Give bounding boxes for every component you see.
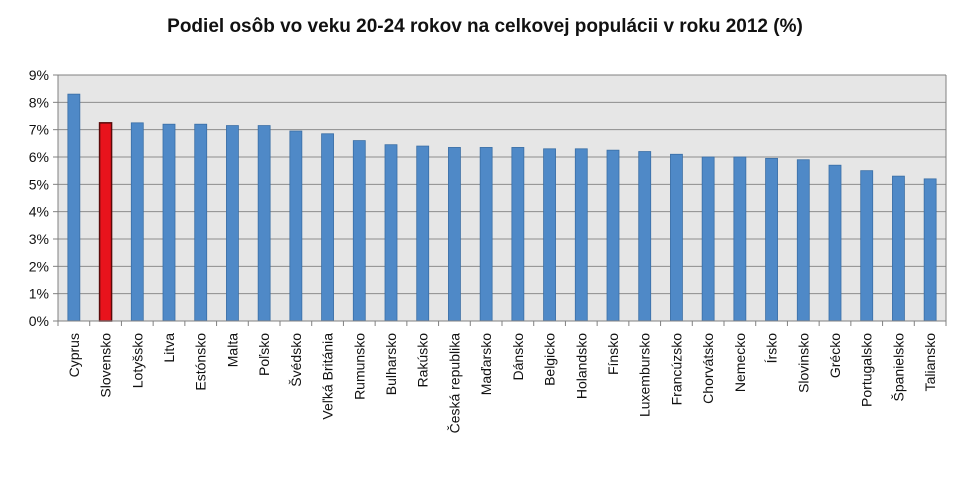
axes [53, 74, 947, 326]
bar-slovinsko [796, 159, 810, 322]
bar-veľká-británia [321, 133, 334, 322]
x-category-label: Lotyšsko [129, 333, 145, 388]
x-category-label: Francúzsko [668, 333, 684, 406]
bar-grécko [828, 164, 842, 322]
y-tick-label: 6% [29, 149, 49, 165]
x-category-label: Litva [161, 333, 177, 363]
bar-dánsko [511, 147, 525, 322]
x-category-label: Španielsko [890, 333, 906, 402]
y-tick-label: 1% [29, 286, 49, 302]
bar-španielsko [892, 175, 905, 322]
bar-česká-republika [448, 147, 461, 322]
x-category-label: Maďarsko [478, 333, 494, 396]
x-category-label: Švédsko [288, 333, 304, 387]
bar-fínsko [606, 149, 620, 322]
x-category-label: Malta [224, 333, 240, 367]
x-category-label: Írsko [764, 333, 780, 364]
bar-slovensko [98, 122, 113, 322]
x-category-label: Slovinsko [795, 333, 811, 393]
x-category-label: Slovensko [98, 333, 114, 398]
x-category-label: Estónsko [193, 333, 209, 391]
x-category-label: Bulharsko [383, 333, 399, 395]
x-category-label: Česká republika [446, 333, 462, 434]
y-tick-label: 2% [29, 258, 49, 274]
bar-írsko [765, 157, 778, 322]
plot-area [58, 75, 946, 321]
plot-background [58, 75, 946, 321]
bar-švédsko [289, 130, 303, 322]
y-tick-label: 8% [29, 94, 49, 110]
x-category-label: Luxembursko [637, 333, 653, 417]
x-category-label: Belgicko [542, 333, 558, 386]
bar-rakúsko [416, 145, 430, 322]
bar-cyprus [67, 93, 81, 322]
bar-bulharsko [384, 144, 398, 322]
bar-malta [226, 125, 239, 322]
bar-belgicko [543, 148, 556, 322]
x-category-label: Rakúsko [415, 333, 431, 388]
x-category-label: Portugalsko [859, 333, 875, 407]
bar-lotyšsko [130, 122, 144, 322]
bar-rumunsko [352, 140, 366, 322]
y-tick-label: 9% [29, 67, 49, 83]
bar-holandsko [574, 148, 588, 322]
y-tick-label: 0% [29, 313, 49, 329]
x-category-label: Nemecko [732, 333, 748, 392]
x-category-label: Dánsko [510, 333, 526, 381]
labels: 0% 1% 2% 3% 4% 5% 6% 7% 8% 9% Cyprus Slovensko Lotyš… [29, 67, 938, 433]
bar-nemecko [733, 156, 747, 322]
bar-chorvátsko [701, 156, 715, 322]
bar-francúzsko [670, 153, 683, 322]
x-category-label: Poľsko [256, 333, 272, 376]
chart-title: Podiel osôb vo veku 20-24 rokov na celko… [167, 16, 803, 37]
bar-taliansko [923, 178, 937, 322]
y-tick-label: 7% [29, 122, 49, 138]
y-tick-label: 4% [29, 204, 49, 220]
x-category-label: Rumunsko [351, 333, 367, 400]
x-category-label: Cyprus [66, 333, 82, 377]
y-tick-label: 5% [29, 176, 49, 192]
bar-luxembursko [638, 151, 652, 322]
bar-estónsko [194, 123, 208, 322]
bar-portugalsko [860, 170, 874, 322]
bar-litva [162, 123, 176, 322]
y-tick-label: 3% [29, 231, 49, 247]
x-category-label: Taliansko [922, 333, 938, 392]
x-category-label: Grécko [827, 333, 843, 378]
x-category-label: Chorvátsko [700, 333, 716, 404]
x-category-label: Fínsko [605, 333, 621, 375]
bar-maďarsko [479, 147, 493, 322]
bars [67, 93, 937, 322]
x-category-label: Holandsko [573, 333, 589, 399]
bar-poľsko [257, 125, 271, 322]
x-category-label: Veľká Británia [320, 333, 336, 420]
